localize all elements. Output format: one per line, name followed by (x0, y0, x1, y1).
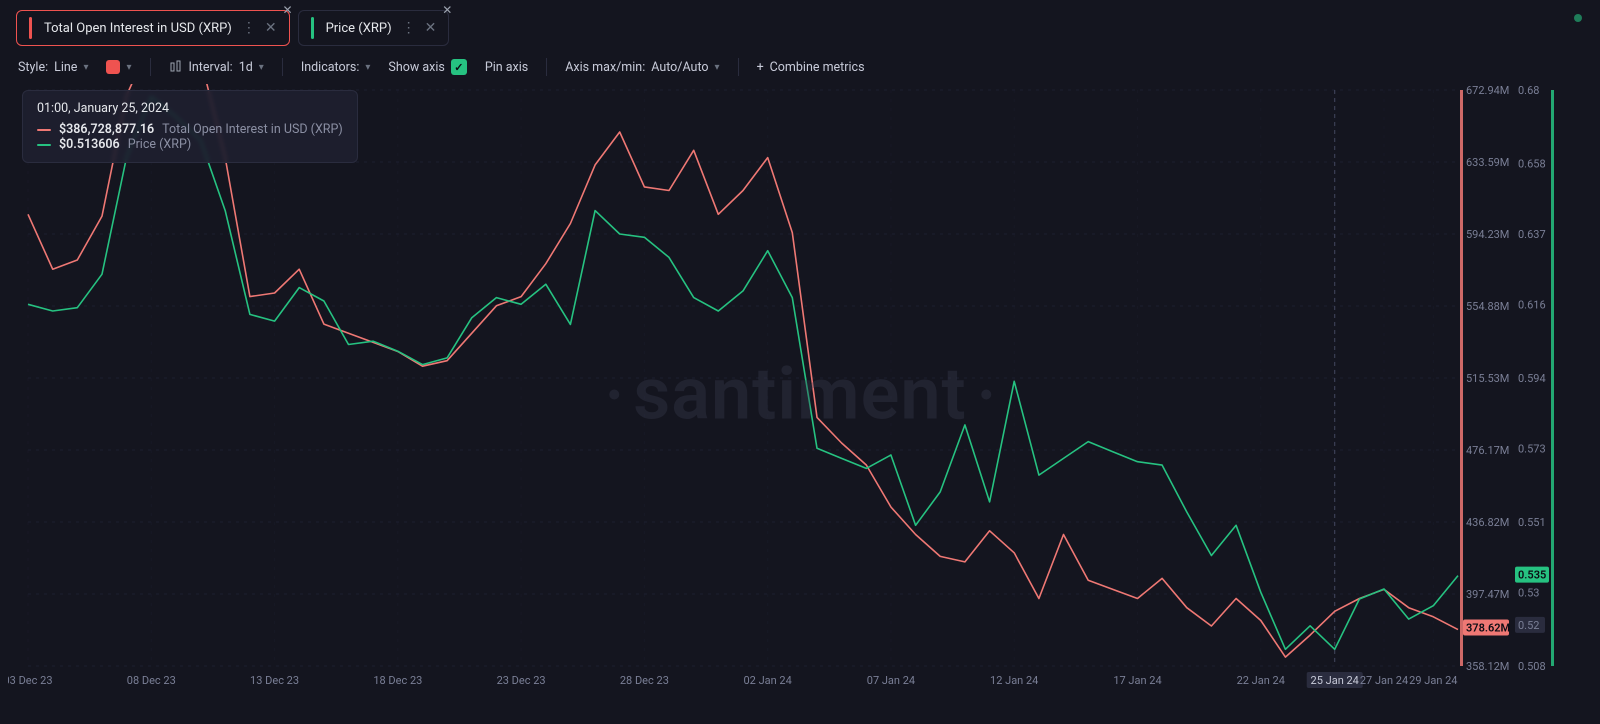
svg-text:0.535: 0.535 (1518, 569, 1546, 582)
x-tick-label: 23 Dec 23 (497, 674, 546, 687)
metric-color-stripe (311, 17, 314, 39)
chevron-down-icon: ▾ (715, 62, 720, 73)
x-tick-label: 22 Jan 24 (1237, 674, 1285, 687)
x-tick-label: 02 Jan 24 (743, 674, 791, 687)
tooltip-row: $386,728,877.16 Total Open Interest in U… (37, 122, 343, 137)
tooltip-row: $0.513606 Price (XRP) (37, 137, 343, 152)
chart-toolbar: Style: Line ▾ ▾ Interval: 1d ▾ Indicator… (0, 54, 1600, 84)
x-tick-label: 28 Dec 23 (620, 674, 669, 687)
x-tick-label: 08 Dec 23 (127, 674, 176, 687)
y2-tick-label: 0.637 (1518, 228, 1546, 241)
y1-tick-label: 397.47M (1466, 588, 1509, 601)
interval-value: 1d (239, 60, 253, 75)
svg-text:378.62M: 378.62M (1466, 621, 1510, 634)
series-dash (37, 129, 51, 131)
x-tick-label: 03 Dec 23 (8, 674, 53, 687)
remove-icon[interactable]: ✕ (265, 20, 277, 36)
tooltip-value: $0.513606 (59, 137, 120, 152)
combine-label: Combine metrics (770, 60, 865, 75)
y2-tick-label: 0.594 (1518, 372, 1546, 385)
metric-tabs-row: ✕ Total Open Interest in USD (XRP) ⋮ ✕ ✕… (0, 0, 1600, 54)
y2-tick-label: 0.508 (1518, 660, 1546, 673)
x-tick-label: 17 Jan 24 (1113, 674, 1161, 687)
y2-tick-label: 0.551 (1518, 516, 1546, 529)
svg-text:0.52: 0.52 (1518, 619, 1539, 632)
chevron-down-icon: ▾ (365, 62, 370, 73)
color-swatch (106, 60, 120, 74)
pin-axis-toggle[interactable]: Pin axis (485, 60, 528, 75)
toolbar-separator (150, 58, 151, 76)
tooltip-label: Price (XRP) (128, 137, 192, 152)
tooltip-timestamp: 01:00, January 25, 2024 (37, 101, 343, 116)
style-dropdown[interactable]: Style: Line ▾ (18, 60, 88, 75)
axis-minmax-dropdown[interactable]: Axis max/min: Auto/Auto ▾ (565, 60, 719, 75)
metric-tab-label: Price (XRP) (326, 21, 392, 36)
interval-label: Interval: (189, 60, 233, 75)
metric-tab-open-interest[interactable]: ✕ Total Open Interest in USD (XRP) ⋮ ✕ (16, 10, 290, 46)
x-tick-label: 29 Jan 24 (1409, 674, 1457, 687)
checkbox-checked-icon: ✓ (451, 59, 467, 75)
pin-axis-label: Pin axis (485, 60, 528, 75)
series-dash (37, 144, 51, 146)
y1-tick-label: 633.59M (1466, 156, 1509, 169)
connection-status-dot (1574, 14, 1582, 22)
more-vertical-icon[interactable]: ⋮ (402, 20, 415, 36)
chart-canvas[interactable]: 672.94M 633.59M 594.23M 554.88M 515.53M 476.1… (8, 84, 1592, 704)
app-root: ✕ Total Open Interest in USD (XRP) ⋮ ✕ ✕… (0, 0, 1600, 724)
tooltip-label: Total Open Interest in USD (XRP) (162, 122, 343, 137)
y1-tick-label: 358.12M (1466, 660, 1509, 673)
style-label: Style: (18, 60, 48, 75)
y1-tick-label: 594.23M (1466, 228, 1509, 241)
x-tick-label: 12 Jan 24 (990, 674, 1038, 687)
chart-tooltip: 01:00, January 25, 2024 $386,728,877.16 … (22, 90, 358, 163)
y1-tick-label: 554.88M (1466, 300, 1509, 313)
x-tick-label: 25 Jan 24 (1311, 674, 1359, 687)
chart-wrap: santiment 672.94M633.59M594.23M554.88M51… (8, 84, 1592, 704)
x-tick-label: 27 Jan 24 (1360, 674, 1408, 687)
y2-tick-label: 0.658 (1518, 158, 1546, 171)
chevron-down-icon: ▾ (83, 62, 88, 73)
combine-metrics-button[interactable]: + Combine metrics (757, 60, 865, 75)
toolbar-separator (282, 58, 283, 76)
close-icon[interactable]: ✕ (442, 3, 452, 17)
interval-dropdown[interactable]: Interval: 1d ▾ (169, 60, 264, 75)
y2-tick-label: 0.68 (1518, 84, 1539, 97)
axis-minmax-value: Auto/Auto (651, 60, 708, 75)
metric-tab-price[interactable]: ✕ Price (XRP) ⋮ ✕ (298, 10, 450, 46)
tooltip-value: $386,728,877.16 (59, 122, 154, 137)
y1-tick-label: 515.53M (1466, 372, 1509, 385)
indicators-label: Indicators: (301, 60, 360, 75)
series-open-interest (28, 84, 1458, 657)
show-axis-toggle[interactable]: Show axis ✓ (388, 59, 466, 75)
close-icon[interactable]: ✕ (283, 3, 293, 17)
toolbar-separator (738, 58, 739, 76)
chevron-down-icon: ▾ (126, 62, 131, 73)
y1-tick-label: 436.82M (1466, 516, 1509, 529)
candlestick-icon (169, 60, 183, 74)
x-tick-label: 18 Dec 23 (373, 674, 422, 687)
y1-tick-label: 672.94M (1466, 84, 1509, 97)
toolbar-separator (546, 58, 547, 76)
style-value: Line (54, 60, 77, 75)
series-price (28, 97, 1458, 650)
more-vertical-icon[interactable]: ⋮ (242, 20, 255, 36)
metric-color-stripe (29, 17, 32, 39)
remove-icon[interactable]: ✕ (425, 20, 437, 36)
indicators-dropdown[interactable]: Indicators: ▾ (301, 60, 371, 75)
series-color-swatch[interactable]: ▾ (106, 60, 131, 74)
y2-tick-label: 0.616 (1518, 298, 1546, 311)
axis-minmax-label: Axis max/min: (565, 60, 645, 75)
chevron-down-icon: ▾ (259, 62, 264, 73)
x-tick-label: 13 Dec 23 (250, 674, 299, 687)
show-axis-label: Show axis (388, 60, 444, 75)
y2-tick-label: 0.573 (1518, 442, 1546, 455)
plus-icon: + (757, 60, 764, 75)
y1-tick-label: 476.17M (1466, 444, 1509, 457)
x-tick-label: 07 Jan 24 (867, 674, 915, 687)
y2-tick-label: 0.53 (1518, 586, 1539, 599)
metric-tab-label: Total Open Interest in USD (XRP) (44, 21, 232, 36)
